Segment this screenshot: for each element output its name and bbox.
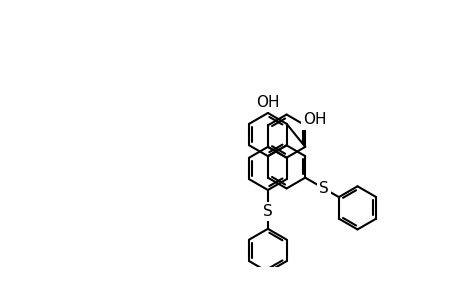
Text: OH: OH: [302, 112, 325, 128]
Text: S: S: [319, 181, 328, 196]
Text: OH: OH: [256, 95, 279, 110]
Text: S: S: [263, 204, 272, 219]
